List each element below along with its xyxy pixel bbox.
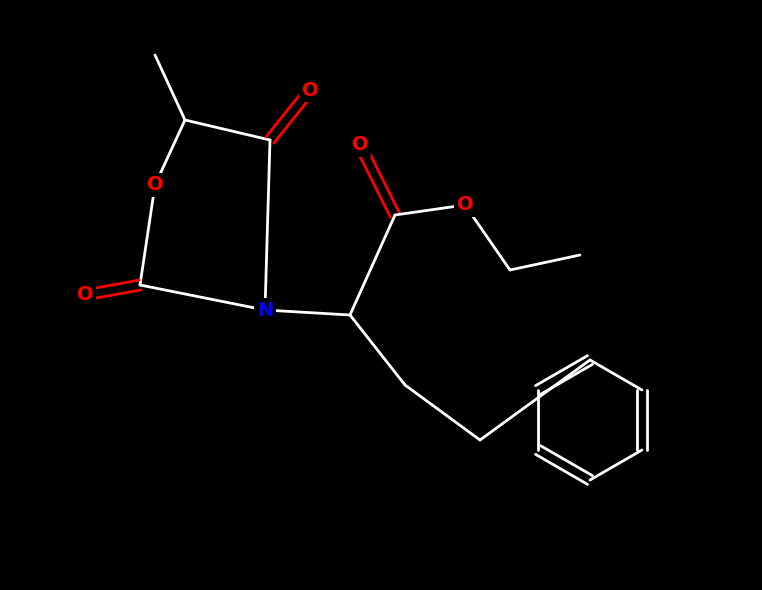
Text: O: O xyxy=(352,136,368,155)
Text: O: O xyxy=(302,80,319,100)
Text: O: O xyxy=(77,286,93,304)
Text: N: N xyxy=(257,300,273,320)
Text: O: O xyxy=(456,195,473,215)
Text: O: O xyxy=(147,175,163,195)
